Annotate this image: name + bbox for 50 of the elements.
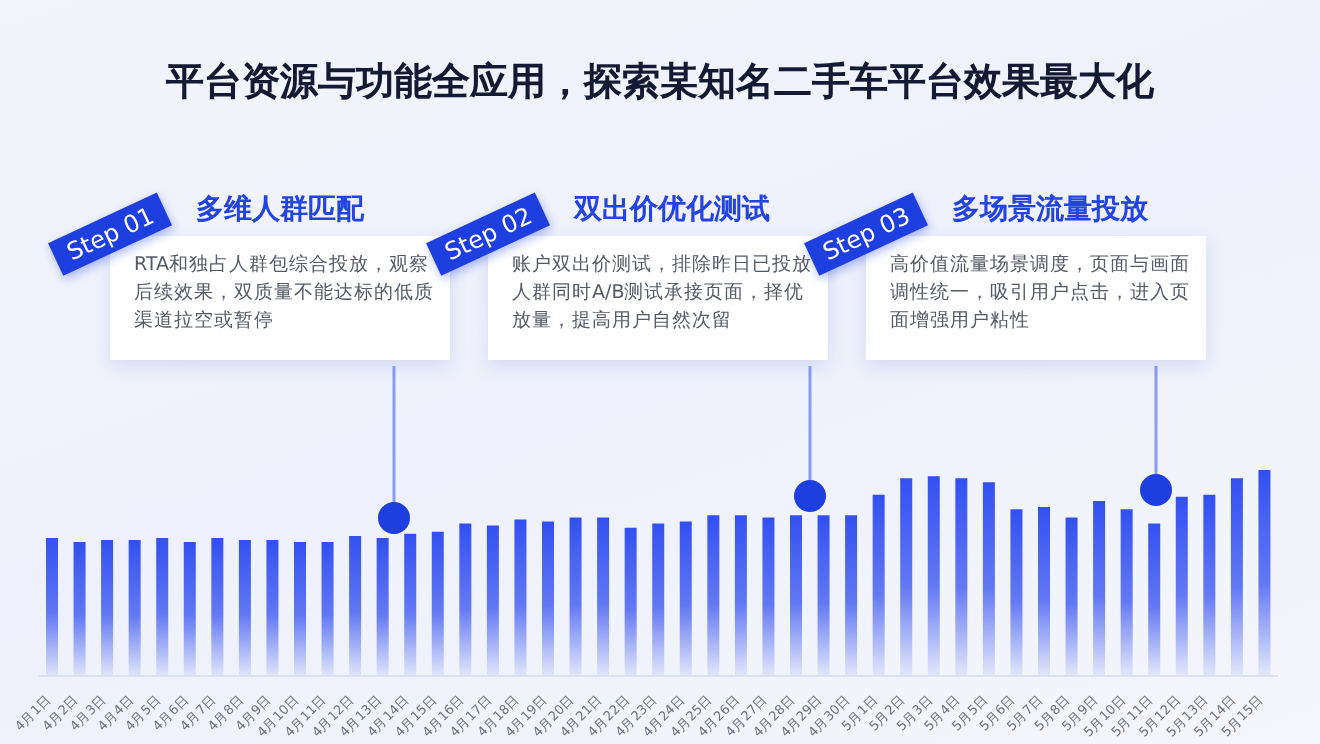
bar — [1203, 494, 1216, 676]
bar — [1065, 517, 1078, 676]
bar — [211, 537, 224, 676]
bar — [486, 525, 499, 676]
bar — [1175, 496, 1188, 676]
bar — [376, 537, 389, 676]
bar — [927, 476, 940, 676]
bar — [982, 482, 995, 676]
bar — [624, 527, 637, 676]
bar — [569, 517, 582, 676]
bar — [404, 533, 417, 676]
bar — [46, 537, 58, 676]
bar — [156, 537, 169, 676]
bar — [652, 523, 665, 676]
bar — [1093, 500, 1106, 676]
bar — [900, 478, 913, 676]
bar — [679, 521, 692, 676]
bar — [955, 478, 968, 676]
text: 多维人群匹配 — [196, 192, 364, 228]
bar — [431, 531, 444, 676]
text: 双出价优化测试 — [574, 192, 770, 228]
bar — [73, 542, 86, 676]
bar — [1230, 478, 1243, 676]
bar — [872, 494, 885, 676]
text: 多场景流量投放 — [952, 192, 1148, 228]
bar — [597, 517, 610, 676]
bar — [514, 519, 527, 676]
bar — [266, 540, 279, 676]
text: 高价值流量场景调度，页面与画面调性统一，吸引用户点击，进入页面增强用户粘性 — [888, 252, 1192, 336]
bar — [128, 540, 141, 676]
bar — [459, 523, 472, 676]
bar — [762, 517, 775, 676]
chart-title: 平台资源与功能全应用，探索某知名二手车平台效果最大化 — [164, 58, 1156, 108]
bar — [707, 515, 720, 676]
bar — [349, 535, 362, 676]
bar — [1038, 507, 1050, 676]
bar — [1258, 470, 1271, 676]
bar — [101, 540, 114, 676]
bar — [183, 542, 196, 676]
bar — [734, 515, 747, 676]
bar — [845, 515, 858, 676]
bar — [817, 515, 830, 676]
bar — [238, 540, 251, 676]
bar — [790, 515, 802, 676]
bar — [1120, 509, 1133, 676]
bar — [542, 521, 554, 676]
bar — [321, 542, 334, 676]
bar — [1148, 523, 1161, 676]
bar — [1010, 509, 1023, 676]
bar — [294, 542, 306, 676]
